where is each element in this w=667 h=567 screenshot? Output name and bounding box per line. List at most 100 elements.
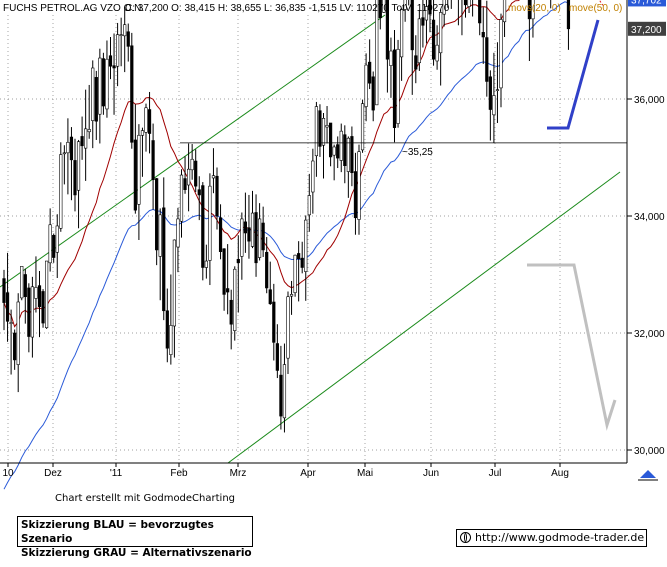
candle-body	[265, 251, 269, 289]
candle-body	[247, 227, 251, 242]
candle-body	[140, 130, 145, 136]
ma50-legend-label: move(50, 0)	[569, 3, 622, 14]
candle	[183, 156, 187, 194]
candle-body	[218, 217, 223, 252]
candle-body	[119, 34, 123, 36]
candle-body	[439, 12, 443, 54]
candle-body	[69, 136, 74, 161]
x-tick-label: Jul	[489, 468, 502, 479]
candle	[321, 113, 326, 179]
candle	[222, 248, 226, 311]
candle-body	[254, 212, 258, 264]
candle-body	[240, 218, 244, 257]
candle	[461, 0, 463, 36]
candle-body	[44, 260, 49, 329]
chart-credit: Chart erstellt mit GodmodeCharting	[55, 493, 235, 504]
price-tag	[628, 0, 666, 7]
candle-body	[169, 325, 173, 355]
candle-body	[431, 19, 436, 60]
candle	[431, 0, 436, 66]
y-tick-label: 30,000	[634, 446, 665, 457]
candle-body	[147, 109, 152, 134]
candle	[105, 40, 109, 118]
candle	[226, 244, 230, 315]
candle-body	[268, 289, 272, 305]
candle-body	[16, 301, 20, 365]
candle	[502, 0, 507, 37]
candle-body	[502, 0, 507, 23]
candle	[123, 7, 127, 73]
candle-body	[204, 260, 208, 268]
candle-body	[23, 274, 27, 298]
candle-body	[325, 125, 329, 128]
candle	[396, 39, 400, 128]
candle-body	[233, 268, 237, 331]
candle-body	[236, 258, 240, 264]
candle	[339, 123, 343, 173]
candle-body	[66, 141, 70, 154]
candle	[300, 241, 304, 274]
candle-body	[428, 0, 432, 15]
candle	[59, 142, 63, 232]
scroll-arrow-icon[interactable]	[640, 470, 656, 478]
candle-body	[37, 285, 42, 307]
x-tick-label: Dez	[44, 468, 62, 479]
candle-body	[410, 0, 414, 51]
website-link[interactable]: http://www.godmode-trader.de	[456, 529, 647, 547]
candle-body	[30, 286, 35, 338]
candle	[236, 235, 240, 313]
candle-body	[80, 136, 84, 147]
candle-body	[375, 0, 379, 106]
candle	[254, 194, 258, 277]
website-url[interactable]: http://www.godmode-trader.de	[475, 531, 645, 544]
candle-body	[172, 239, 177, 327]
candle-body	[286, 296, 290, 359]
candle	[435, 25, 439, 70]
candle	[137, 124, 141, 240]
candle-body	[211, 175, 216, 179]
ma50-line	[3, 1, 569, 490]
candle-body	[123, 24, 127, 37]
candle	[492, 52, 496, 143]
candle	[98, 48, 102, 144]
candle-body	[282, 364, 287, 419]
candle-body	[392, 49, 397, 128]
candle	[346, 136, 350, 198]
candle-body	[495, 89, 500, 91]
candle-body	[275, 343, 279, 371]
candle-body	[126, 31, 130, 47]
candle	[257, 203, 262, 261]
candle	[194, 149, 198, 193]
candlesticks	[2, 0, 571, 433]
candle-body	[226, 288, 230, 293]
candle	[197, 176, 201, 221]
candle	[52, 233, 56, 263]
candle	[165, 288, 169, 363]
candle	[34, 256, 38, 313]
candle	[144, 103, 148, 152]
candle	[268, 261, 272, 305]
candle-body	[467, 0, 471, 7]
candle	[13, 329, 17, 370]
candle	[332, 144, 336, 181]
candle	[499, 13, 503, 108]
candle-body	[130, 45, 134, 143]
candle-body	[336, 144, 340, 159]
candle	[360, 99, 365, 153]
candle	[76, 139, 81, 229]
candle	[41, 289, 45, 328]
candle	[130, 32, 134, 149]
candle-body	[59, 154, 63, 229]
scenario-legend: Skizzierung BLAU = bevorzugtes Szenario …	[17, 516, 253, 559]
x-tick-label: Apr	[300, 468, 316, 479]
candle	[20, 266, 24, 301]
candle	[389, 37, 393, 98]
chart-header: FUCHS PETROL.AG VZO O.N. C: 37,200 O: 38…	[3, 3, 622, 14]
candle-body	[158, 214, 162, 257]
candle	[378, 0, 382, 30]
candle	[30, 276, 35, 358]
candle	[247, 194, 251, 259]
candle-body	[176, 218, 180, 248]
candle	[385, 0, 390, 93]
